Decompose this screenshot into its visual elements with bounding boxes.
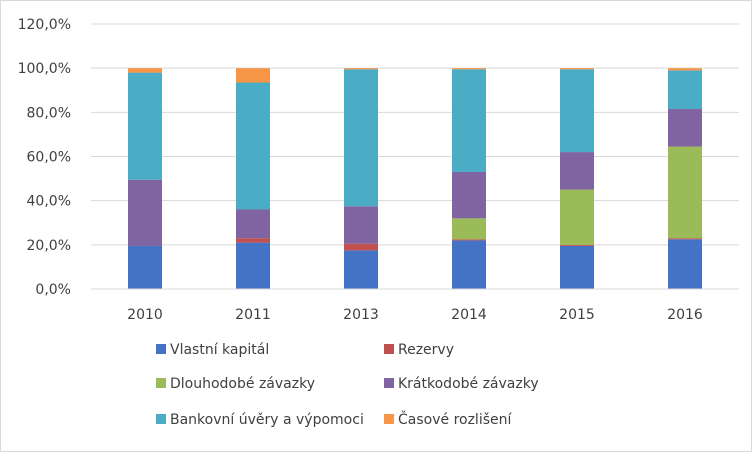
x-tick-label: 2011: [235, 307, 271, 323]
legend-item-rezervy: Rezervy: [384, 342, 454, 358]
x-tick-label: 2016: [667, 307, 703, 323]
legend-item-vlastni-kapital: Vlastní kapitál: [156, 342, 269, 358]
bar-2014-bankovni-uvery-a-vypomoci: [452, 69, 486, 172]
bar-2011-casove-rozliseni: [236, 68, 270, 83]
bar-2013-vlastni-kapital: [344, 250, 378, 289]
bar-2015-rezervy: [560, 244, 594, 246]
x-tick-label: 2015: [559, 307, 595, 323]
grid-layer: [91, 23, 739, 246]
bar-2014-kratkodobe-zavazky: [452, 171, 486, 219]
y-tick-label: 0,0%: [35, 282, 71, 298]
x-tick-label: 2013: [343, 307, 379, 323]
legend-swatch: [384, 344, 394, 354]
bars-layer: [128, 68, 702, 289]
legend-label: Časové rozlišení: [398, 410, 512, 428]
bar-2011-bankovni-uvery-a-vypomoci: [236, 82, 270, 210]
bar-2010-kratkodobe-zavazky: [128, 179, 162, 246]
bar-2011-vlastni-kapital: [236, 242, 270, 289]
bar-2010-casove-rozliseni: [128, 68, 162, 73]
bar-2014-rezervy: [452, 239, 486, 241]
y-axis: 0,0% 20,0% 40,0% 60,0% 80,0% 100,0% 120,0%: [18, 17, 71, 298]
bar-2011-rezervy: [236, 238, 270, 243]
legend-label: Dlouhodobé závazky: [170, 376, 315, 392]
y-tick-label: 40,0%: [27, 194, 71, 210]
bar-2013-bankovni-uvery-a-vypomoci: [344, 69, 378, 207]
legend-swatch: [156, 344, 166, 354]
y-tick-label: 20,0%: [27, 238, 71, 254]
x-tick-label: 2010: [127, 307, 163, 323]
bar-2016-kratkodobe-zavazky: [668, 109, 702, 147]
bar-2014-casove-rozliseni: [452, 68, 486, 70]
bar-2015-bankovni-uvery-a-vypomoci: [560, 69, 594, 153]
legend-swatch: [384, 414, 394, 424]
y-tick-label: 80,0%: [27, 105, 71, 121]
bar-2015-kratkodobe-zavazky: [560, 152, 594, 190]
legend-swatch: [156, 414, 166, 424]
legend-item-kratkodobe-zavazky: Krátkodobé závazky: [384, 376, 539, 392]
bar-2011-kratkodobe-zavazky: [236, 209, 270, 239]
y-tick-label: 120,0%: [18, 17, 71, 33]
legend-label: Rezervy: [398, 342, 454, 358]
legend: Vlastní kapitál Rezervy Dlouhodobé závazky…: [156, 342, 539, 428]
y-tick-label: 100,0%: [18, 61, 71, 77]
x-axis: 2010 2011 2013 2014 2015 2016: [127, 307, 703, 323]
bar-2013-rezervy: [344, 243, 378, 251]
bar-2016-bankovni-uvery-a-vypomoci: [668, 70, 702, 110]
legend-item-dlouhodobe-zavazky: Dlouhodobé závazky: [156, 376, 315, 392]
legend-label: Vlastní kapitál: [170, 342, 269, 358]
bar-2014-vlastni-kapital: [452, 240, 486, 289]
bar-2013-kratkodobe-zavazky: [344, 206, 378, 244]
bar-2016-dlouhodobe-zavazky: [668, 146, 702, 239]
bar-2015-dlouhodobe-zavazky: [560, 189, 594, 245]
legend-label: Bankovní úvěry a výpomoci: [170, 412, 364, 428]
bar-2013-casove-rozliseni: [344, 68, 378, 70]
legend-swatch: [156, 378, 166, 388]
y-tick-label: 60,0%: [27, 150, 71, 166]
bar-2016-rezervy: [668, 238, 702, 240]
bar-2014-dlouhodobe-zavazky: [452, 218, 486, 240]
x-tick-label: 2014: [451, 307, 487, 323]
legend-swatch: [384, 378, 394, 388]
bar-2010-vlastni-kapital: [128, 245, 162, 289]
legend-label: Krátkodobé závazky: [398, 376, 539, 392]
bar-2016-vlastni-kapital: [668, 239, 702, 289]
legend-item-casove-rozliseni: Časové rozlišení: [384, 410, 512, 428]
legend-item-bankovni-uvery-a-vypomoci: Bankovní úvěry a výpomoci: [156, 412, 364, 428]
bar-2015-casove-rozliseni: [560, 68, 594, 70]
bar-2015-vlastni-kapital: [560, 245, 594, 289]
bar-2010-bankovni-uvery-a-vypomoci: [128, 72, 162, 180]
bar-2016-casove-rozliseni: [668, 68, 702, 71]
